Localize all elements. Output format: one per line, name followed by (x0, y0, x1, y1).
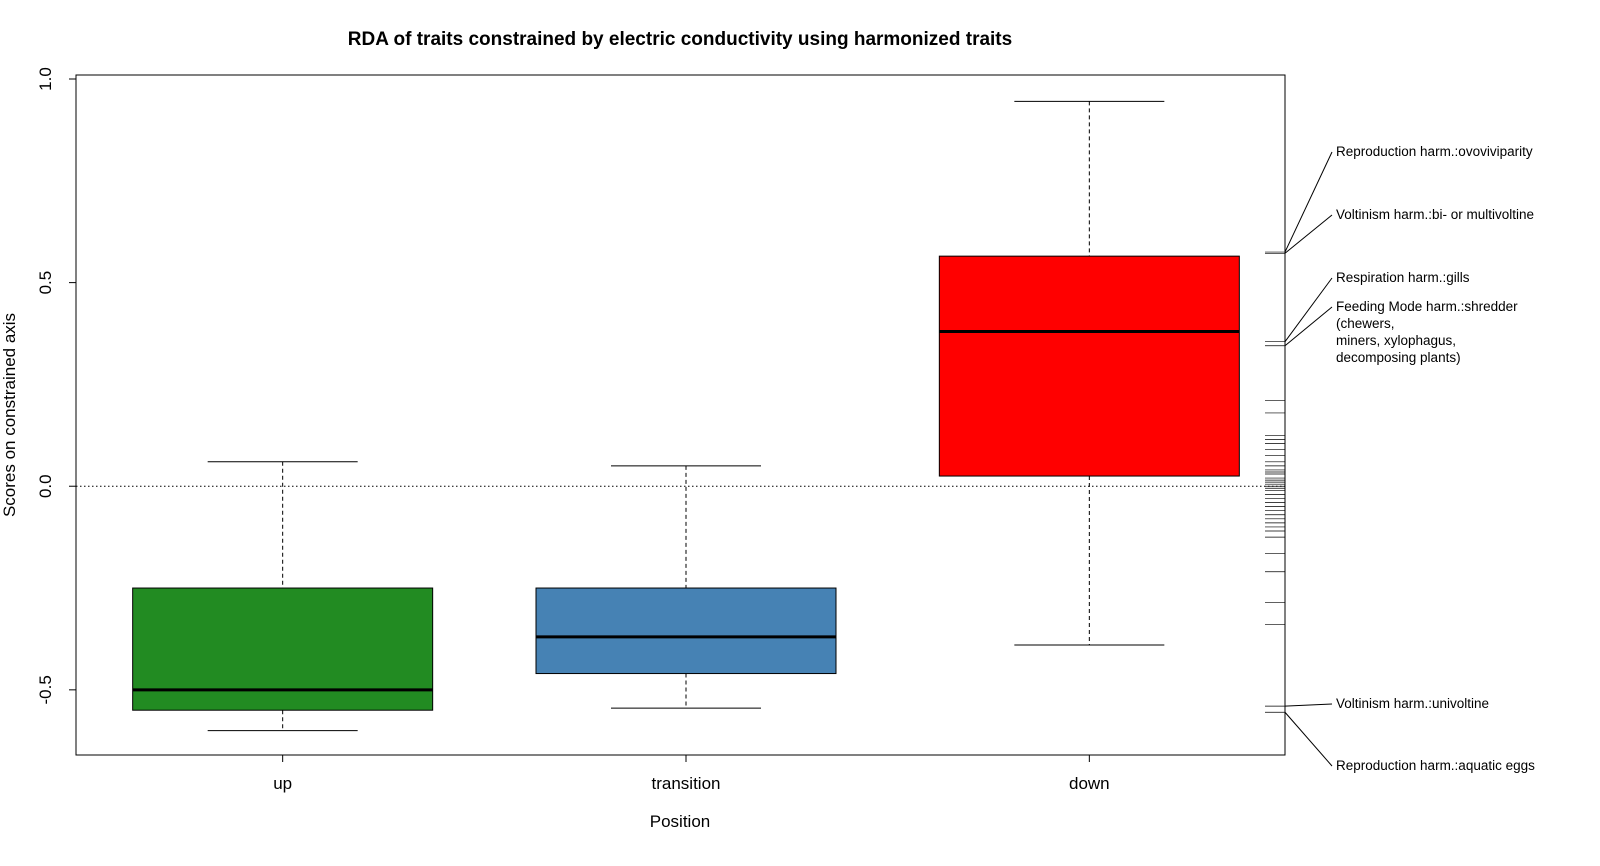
y-tick-label: -0.5 (36, 675, 55, 704)
trait-label-text: Respiration harm.:gills (1336, 270, 1470, 285)
x-tick-label: down (1069, 774, 1110, 793)
trait-annotation-layer: Reproduction harm.:ovoviviparity Voltinis… (1284, 144, 1535, 773)
y-tick-label: 1.0 (36, 67, 55, 91)
trait-label: Feeding Mode harm.:shredder (chewers, mi… (1284, 299, 1518, 365)
trait-rug-layer (1265, 251, 1285, 713)
box-transition (535, 465, 837, 709)
trait-label-text: miners, xylophagus, (1336, 333, 1456, 348)
trait-label: Voltinism harm.:bi- or multivoltine (1284, 207, 1534, 254)
axes-layer: up transition down -0.5 0.0 0.5 1.0 (36, 67, 1110, 793)
trait-label-text: Reproduction harm.:ovoviviparity (1336, 144, 1533, 159)
x-tick-label: transition (652, 774, 721, 793)
trait-label-text: (chewers, (1336, 316, 1395, 331)
box-body (938, 255, 1240, 477)
boxes-layer (132, 100, 1240, 732)
trait-leader-line (1284, 711, 1333, 767)
trait-leader-line (1284, 703, 1333, 707)
y-tick-label: 0.0 (36, 474, 55, 498)
trait-label-text: decomposing plants) (1336, 350, 1461, 365)
x-axis-label: Position (650, 812, 710, 831)
trait-label-text: Voltinism harm.:univoltine (1336, 696, 1489, 711)
trait-leader-line (1284, 306, 1333, 347)
trait-label: Reproduction harm.:aquatic eggs (1284, 711, 1535, 773)
trait-label-text: Voltinism harm.:bi- or multivoltine (1336, 207, 1534, 222)
x-tick-label: up (273, 774, 292, 793)
box-down (938, 100, 1240, 646)
box-body (132, 587, 434, 711)
trait-leader-line (1284, 151, 1333, 253)
trait-label: Respiration harm.:gills (1284, 270, 1470, 342)
box-body (535, 587, 837, 675)
trait-label: Reproduction harm.:ovoviviparity (1284, 144, 1533, 253)
box-up (132, 461, 434, 732)
chart-title: RDA of traits constrained by electric co… (348, 29, 1012, 50)
trait-leader-line (1284, 277, 1333, 342)
trait-label-text: Feeding Mode harm.:shredder (1336, 299, 1518, 314)
y-tick-label: 0.5 (36, 271, 55, 295)
y-axis-label: Scores on constrained axis (0, 313, 19, 517)
trait-leader-line (1284, 214, 1333, 254)
trait-label: Voltinism harm.:univoltine (1284, 696, 1489, 711)
trait-label-text: Reproduction harm.:aquatic eggs (1336, 758, 1535, 773)
